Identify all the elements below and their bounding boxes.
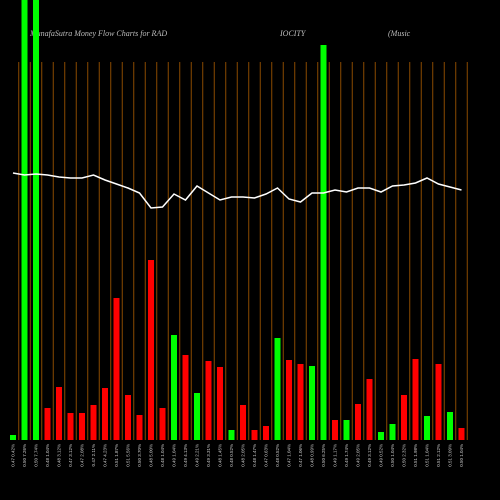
x-tick-label: 0.50 3.70% xyxy=(137,444,142,467)
x-tick-label: 0.50 7.74% xyxy=(34,444,39,467)
bar xyxy=(194,393,200,440)
x-tick-label: 0.50 1.04% xyxy=(390,444,395,467)
bar xyxy=(355,404,361,440)
bar xyxy=(90,405,97,440)
x-tick-label: 0.47 0.63% xyxy=(264,444,269,467)
bar xyxy=(435,364,442,440)
x-tick-label: 0.51 1.87% xyxy=(114,444,119,467)
bar xyxy=(159,408,166,440)
x-tick-label: 0.47 1.06% xyxy=(298,444,303,467)
x-tick-label: 0.50 6.25% xyxy=(321,444,326,467)
bar xyxy=(113,298,120,440)
x-tick-label: 0.48 5.00% xyxy=(149,444,154,467)
x-tick-label: 0.51 1.98% xyxy=(413,444,418,467)
line xyxy=(12,172,462,209)
x-tick-label: 0.49 1.04% xyxy=(172,444,177,467)
x-tick-label: 0.47 1.04% xyxy=(287,444,292,467)
bar xyxy=(343,420,350,440)
x-tick-label: 0.47 3.12% xyxy=(68,444,73,467)
x-tick-label: 0.47 2.11% xyxy=(91,444,96,466)
bar xyxy=(447,412,453,440)
bar xyxy=(44,408,51,440)
x-tick-label: 0.50 1.04% xyxy=(459,444,464,467)
bar xyxy=(10,435,16,440)
bar xyxy=(217,367,223,440)
bar xyxy=(309,366,315,440)
bar xyxy=(67,413,74,440)
bar xyxy=(102,388,108,440)
bar xyxy=(274,338,281,440)
x-tick-label: 0.48 1.47% xyxy=(252,444,257,467)
x-tick-label: 0.49 0.52% xyxy=(379,444,384,467)
bar xyxy=(136,415,143,440)
x-tick-label: 0.49 3.31% xyxy=(206,444,211,467)
bar xyxy=(79,413,85,440)
chart-title: IOCITY xyxy=(279,29,307,38)
x-tick-label: 0.49 1.74% xyxy=(344,444,349,467)
bar xyxy=(297,364,304,440)
x-tick-label: 0.51 5.56% xyxy=(126,444,131,467)
bar xyxy=(171,335,177,440)
bar xyxy=(148,260,154,440)
x-tick-label: 0.47 4.23% xyxy=(103,444,108,467)
x-tick-label: 0.48 2.05% xyxy=(241,444,246,467)
x-tick-label: 0.50 7.26% xyxy=(22,444,27,467)
bar xyxy=(33,0,39,440)
x-tick-label: 0.49 2.21% xyxy=(195,444,200,467)
x-tick-label: 0.49 4.13% xyxy=(183,444,188,467)
bar xyxy=(240,405,246,440)
bar xyxy=(320,45,327,440)
x-tick-label: 0.51 1.04% xyxy=(425,444,430,467)
x-tick-label: 0.50 2.32% xyxy=(402,444,407,467)
x-tick-label: 0.48 3.12% xyxy=(57,444,62,467)
x-tick-label: 0.48 0.99% xyxy=(310,444,315,467)
x-tick-label: 0.51 3.09% xyxy=(448,444,453,467)
x-tick-label: 0.49 2.05% xyxy=(356,444,361,467)
bar xyxy=(125,395,131,440)
bar xyxy=(56,387,62,440)
x-tick-label: 0.48 1.45% xyxy=(218,444,223,467)
bar xyxy=(458,428,465,440)
bar xyxy=(182,355,189,440)
bar xyxy=(251,430,258,440)
x-tick-label: 0.48 0.52% xyxy=(229,444,234,467)
x-tick-label: 0.49 3.12% xyxy=(367,444,372,467)
bar xyxy=(228,430,235,440)
bar xyxy=(21,0,28,440)
x-tick-label: 0.48 1.04% xyxy=(160,444,165,467)
x-tick-label: 0.48 0.52% xyxy=(275,444,280,467)
bar xyxy=(205,361,212,440)
x-tick-label: 0.47 0.42% xyxy=(11,444,16,467)
bar xyxy=(378,432,384,440)
bar xyxy=(263,426,269,440)
chart-title: (Music xyxy=(388,29,411,38)
x-tick-label: 0.48 1.04% xyxy=(45,444,50,467)
x-tick-label: 0.51 2.12% xyxy=(436,444,441,467)
bar xyxy=(366,379,373,440)
bar xyxy=(332,420,338,440)
bar xyxy=(286,360,292,440)
bar xyxy=(424,416,430,440)
bar xyxy=(412,359,419,440)
chart-title: MunafaSutra Money Flow Charts for RAD xyxy=(29,29,167,38)
bar xyxy=(401,395,407,440)
x-tick-label: 0.49 1.17% xyxy=(333,444,338,467)
bar xyxy=(389,424,396,440)
x-tick-label: 0.47 2.08% xyxy=(80,444,85,467)
